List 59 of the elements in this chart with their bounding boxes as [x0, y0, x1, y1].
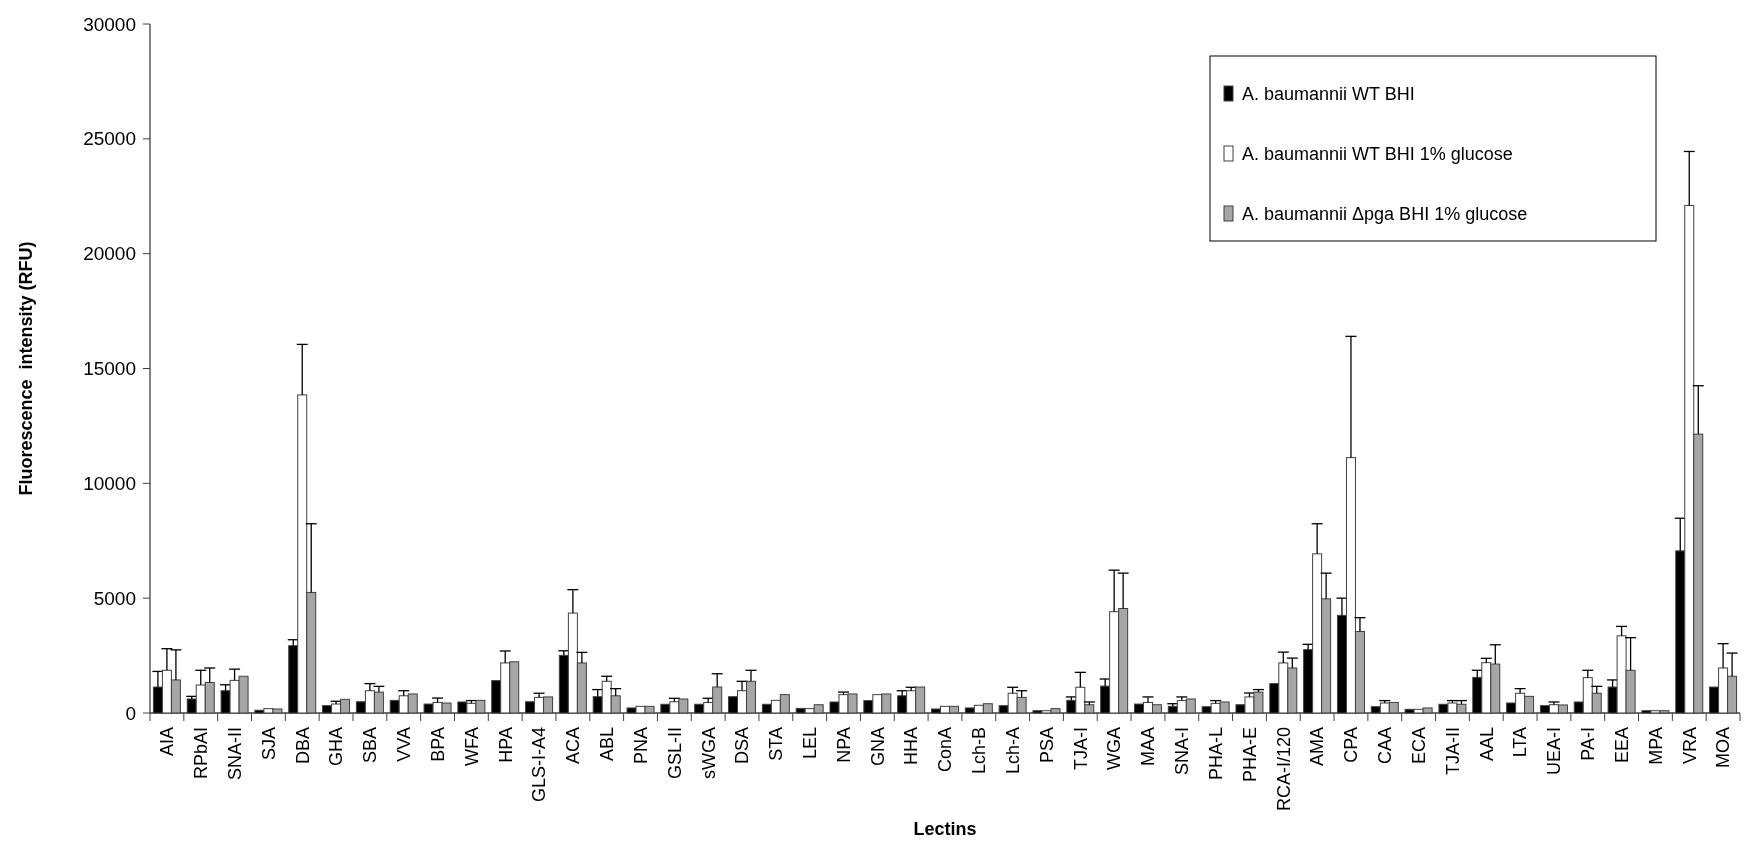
legend-label: A. baumannii WT BHI 1% glucose: [1242, 144, 1513, 165]
x-tick-label: GHA: [326, 727, 347, 767]
x-tick-label: GSL-II: [664, 727, 685, 780]
x-tick-label: PNA: [630, 727, 651, 765]
x-tick-label: LTA: [1510, 727, 1531, 758]
y-tick-label: 10000: [83, 472, 136, 494]
x-tick-label: WGA: [1104, 727, 1125, 770]
x-tick-label: MPA: [1645, 727, 1666, 765]
x-tick-label: TJA-II: [1442, 727, 1463, 775]
legend-label: A. baumannii Δpga BHI 1% glucose: [1242, 204, 1528, 225]
x-tick-label: sWGA: [698, 727, 719, 779]
x-tick-label: HHA: [901, 727, 922, 766]
x-tick-label: SNA-II: [224, 727, 245, 781]
x-tick-label: SNA-I: [1172, 727, 1193, 776]
x-tick-label: HPA: [495, 727, 516, 763]
x-tick-label: RPbAI: [191, 727, 212, 780]
x-tick-label: AIA: [157, 727, 178, 757]
x-tick-label: ECA: [1408, 727, 1429, 765]
x-tick-label: STA: [766, 727, 787, 761]
x-tick-label: UEA-I: [1544, 727, 1565, 776]
x-tick-label: GNA: [867, 727, 888, 767]
x-tick-label: AAL: [1476, 727, 1497, 762]
x-tick-label: WFA: [461, 727, 482, 766]
x-tick-label: CAA: [1375, 727, 1396, 765]
y-tick-label: 0: [125, 702, 136, 724]
x-tick-label: GLS-I-A4: [529, 727, 550, 803]
x-tick-label: VVA: [394, 727, 415, 762]
y-tick-label: 15000: [83, 358, 136, 380]
x-tick-label: DSA: [732, 727, 753, 765]
x-tick-label: BPA: [427, 727, 448, 762]
y-tick-label: 25000: [83, 128, 136, 150]
x-tick-label: ConA: [935, 727, 956, 773]
y-tick-label: 30000: [83, 13, 136, 35]
y-axis-title: Fluorescence intensity (RFU): [16, 241, 36, 496]
x-tick-label: AMA: [1307, 727, 1328, 767]
x-tick-label: NPA: [833, 727, 854, 763]
x-tick-label: Lch-B: [969, 727, 990, 775]
x-tick-label: ABL: [597, 727, 617, 762]
x-tick-label: MOA: [1713, 727, 1734, 769]
x-tick-label: MAA: [1138, 727, 1159, 767]
x-tick-label: PHA-L: [1205, 727, 1226, 781]
x-tick-label: TJA-I: [1070, 727, 1091, 770]
x-tick-label: VRA: [1679, 727, 1700, 765]
legend-label: A. baumannii WT BHI: [1242, 84, 1415, 105]
x-tick-label: SBA: [360, 727, 381, 764]
x-tick-label: PHA-E: [1239, 727, 1260, 783]
x-tick-label: Lch-A: [1002, 727, 1023, 775]
y-tick-label: 20000: [83, 243, 136, 265]
x-tick-label: PSA: [1036, 727, 1057, 764]
x-axis-title: Lectins: [913, 819, 977, 839]
y-tick-label: 5000: [93, 587, 136, 609]
x-tick-label: RCA-I/120: [1273, 727, 1294, 812]
x-tick-label: DBA: [292, 727, 313, 765]
x-tick-label: SJA: [258, 727, 279, 761]
x-tick-label: LEL: [799, 727, 820, 760]
x-tick-label: PA-I: [1578, 727, 1599, 761]
x-tick-label: EEA: [1611, 727, 1632, 764]
x-tick-label: ACA: [563, 727, 584, 765]
x-tick-label: CPA: [1341, 727, 1362, 763]
